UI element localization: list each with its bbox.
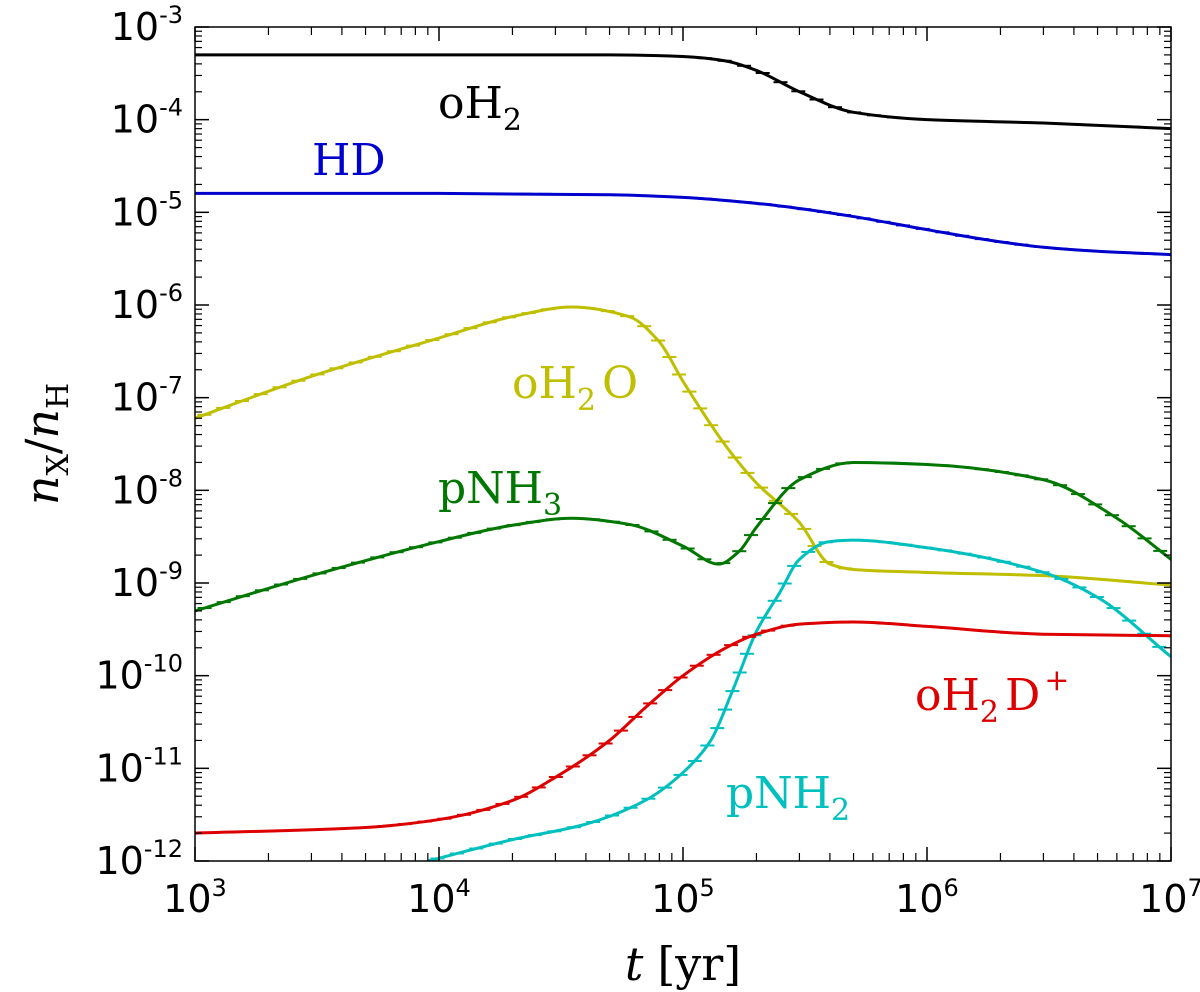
series-line-oH2D+ [195,620,1171,835]
x-tick-label: 105 [651,874,715,921]
ticks-layer [194,26,1172,862]
x-tick-label: 104 [407,874,471,921]
x-tick-label: 106 [895,874,959,921]
y-tick-label: 10-11 [95,742,183,790]
series-label-HD: HD [312,135,386,186]
series-label-oH2D+: oH2 D + [915,663,1069,730]
tick-labels-layer: 103 104 105 106 107 10-3 10-4 10-5 10-6 10-7 10-8 1… [95,1,1200,921]
series-line-oH2O [195,305,1171,587]
y-axis-title: nX/nH [15,383,76,505]
y-tick-label: 10-3 [111,1,183,49]
series-label-oH2O: oH2 O [512,358,638,418]
x-axis-title: t [yr] [625,937,741,991]
y-tick-label: 10-10 [95,650,183,698]
y-tick-label: 10-12 [95,835,183,883]
y-tick-label: 10-6 [111,279,183,327]
series-label-pNH2: pNH2 [726,768,850,828]
x-tick-label: 107 [1139,874,1200,921]
series-line-pNH3 [195,460,1171,613]
y-tick-label: 10-7 [111,372,183,420]
y-tick-label: 10-5 [111,186,183,234]
y-tick-label: 10-8 [111,464,183,512]
series-label-oH2: oH2 [438,78,522,138]
x-tick-label: 103 [163,874,227,921]
y-tick-label: 10-9 [111,557,183,605]
series-layer [195,53,1171,861]
y-tick-label: 10-4 [111,94,183,142]
series-label-pNH3: pNH3 [438,463,562,523]
series-line-oH2 [195,53,1171,131]
